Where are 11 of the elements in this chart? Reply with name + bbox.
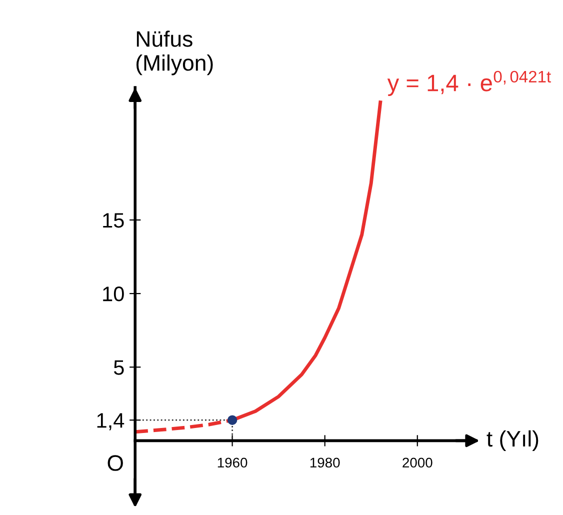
y-tick-label: 1,4 [97,413,124,430]
y-axis-title: Nüfus (Milyon) [136,30,213,76]
x-tick-label: 2000 [402,458,432,468]
text: O [108,455,123,471]
y-tick-label: 10 [103,286,124,302]
y-tick-label: 5 [114,360,124,375]
x-tick-label: 1960 [218,458,248,468]
y-tick-label: 15 [103,213,124,228]
annotation: y = 1,4 · e$^{0,0421t}$ [387,70,551,96]
x-axis-title: t (Yıl) [486,430,538,452]
x-tick-label: 1980 [310,458,340,468]
